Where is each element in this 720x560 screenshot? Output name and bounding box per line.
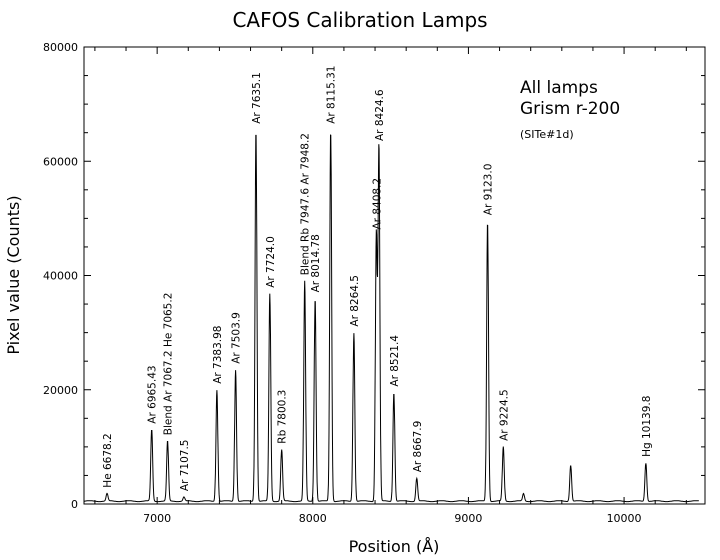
emission-line-label: Ar 8264.5 <box>349 275 361 327</box>
note-grism: Grism r-200 <box>520 99 620 119</box>
emission-line-label: Ar 6965.43 <box>147 365 159 423</box>
emission-line-label: Ar 7635.1 <box>251 72 263 124</box>
x-tick-label: 10000 <box>607 512 642 525</box>
emission-line-label: Ar 9224.5 <box>498 389 510 441</box>
emission-line-label: Ar 7503.9 <box>231 312 243 364</box>
emission-line-label: Ar 8115.31 <box>326 66 338 124</box>
emission-line-label: Ar 8424.6 <box>374 89 386 141</box>
y-tick-label: 40000 <box>43 270 78 283</box>
y-axis: 0 20000 40000 60000 80000 <box>43 41 705 511</box>
emission-line-label: Blend Rb 7947.6 Ar 7948.2 <box>300 133 312 275</box>
emission-line-label: Ar 8408.2 <box>371 178 383 230</box>
y-tick-label: 60000 <box>43 155 78 168</box>
emission-line-label: Rb 7800.3 <box>277 390 289 444</box>
y-tick-label: 80000 <box>43 41 78 54</box>
x-tick-label: 8000 <box>299 512 327 525</box>
emission-line-label: He 6678.2 <box>102 433 114 487</box>
note-detector: (SITe#1d) <box>520 128 574 141</box>
emission-line-label: Ar 8521.4 <box>389 335 401 387</box>
emission-line-label: Ar 7107.5 <box>179 440 191 492</box>
y-tick-label: 0 <box>71 498 78 511</box>
emission-line-labels: He 6678.2 Ar 6965.43 Blend Ar 7067.2 He 70… <box>102 66 653 492</box>
chart-title: CAFOS Calibration Lamps <box>232 8 487 32</box>
x-axis-title: Position (Å) <box>349 537 440 556</box>
x-tick-label: 9000 <box>454 512 482 525</box>
emission-line-label: Ar 8667.9 <box>412 421 424 473</box>
emission-line-label: Ar 7724.0 <box>265 236 277 288</box>
note-lamps: All lamps <box>520 78 598 98</box>
emission-line-label: Ar 9123.0 <box>483 164 495 216</box>
emission-line-label: Ar 8014.78 <box>310 234 322 292</box>
y-axis-title: Pixel value (Counts) <box>4 195 23 354</box>
emission-line-label: Hg 10139.8 <box>641 396 653 457</box>
x-axis: 7000 8000 9000 10000 <box>94 47 687 525</box>
spectrum-trace <box>84 134 699 503</box>
y-tick-label: 20000 <box>43 384 78 397</box>
emission-line-label: Blend Ar 7067.2 He 7065.2 <box>163 293 175 436</box>
x-tick-label: 7000 <box>143 512 171 525</box>
emission-line-label: Ar 7383.98 <box>212 326 224 384</box>
